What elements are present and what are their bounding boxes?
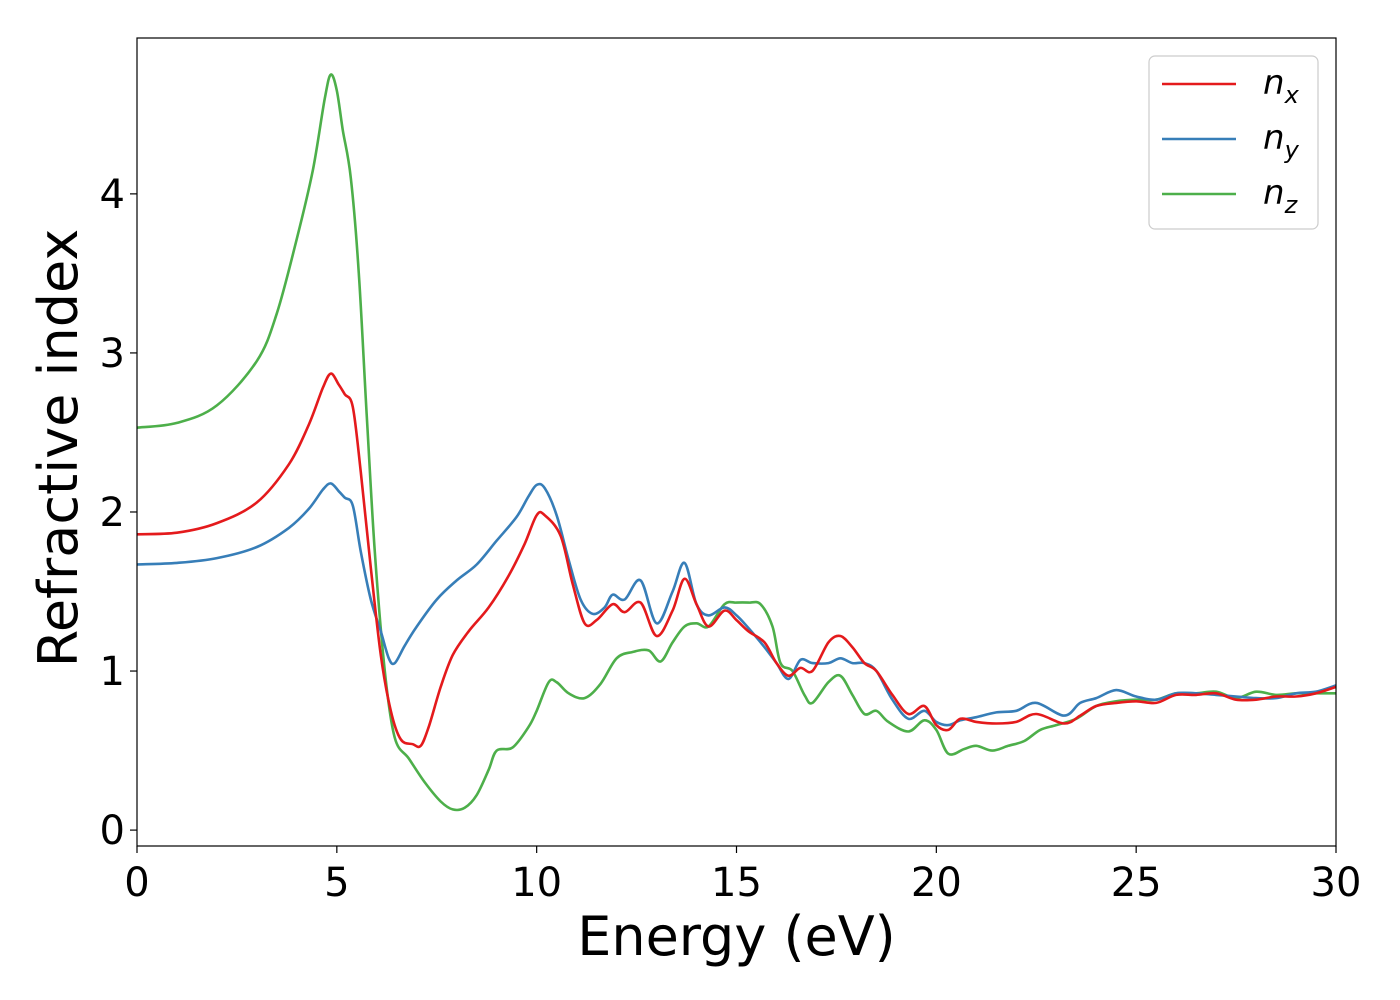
legend-label: nx [1263, 63, 1300, 109]
legend-label-main: n [1263, 173, 1285, 213]
x-tick-label: 10 [511, 860, 562, 906]
ticks-layer: 0 5 10 15 20 25 30 0 1 2 3 4 [100, 172, 1362, 906]
x-tick-label: 0 [124, 860, 149, 906]
legend-label: ny [1263, 118, 1300, 164]
x-tick-label: 25 [1111, 860, 1162, 906]
x-tick-label: 20 [911, 860, 962, 906]
legend-label-sub: z [1284, 191, 1299, 219]
legend-label-main: n [1263, 118, 1285, 158]
series-layer [136, 73, 1337, 812]
x-tick-label: 15 [711, 860, 762, 906]
x-tick-label: 5 [324, 860, 349, 906]
legend-label-sub: y [1284, 136, 1300, 164]
x-axis-title: Energy (eV) [577, 905, 896, 968]
legend-label-sub: x [1284, 81, 1300, 109]
y-tick-label: 3 [100, 331, 125, 377]
legend-label: nz [1263, 173, 1299, 219]
y-tick-label: 2 [100, 490, 125, 536]
y-axis-title: Refractive index [27, 229, 90, 668]
plot-frame [136, 37, 1337, 847]
x-tick-label: 30 [1311, 860, 1362, 906]
y-tick-label: 4 [100, 172, 125, 218]
series-line-n-x [136, 372, 1337, 749]
legend-box [1148, 55, 1319, 230]
y-tick-label: 0 [100, 808, 125, 854]
y-tick-label: 1 [100, 649, 125, 695]
legend-label-main: n [1263, 63, 1285, 103]
